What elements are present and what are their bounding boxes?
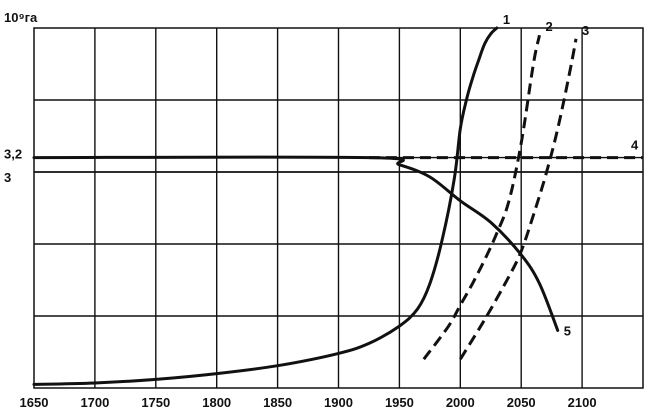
series-line-3 — [459, 38, 578, 360]
x-tick-label: 2100 — [568, 395, 597, 410]
series-label-2: 2 — [545, 19, 552, 34]
y-tick-label: 3,2 — [4, 147, 22, 162]
series-label-3: 3 — [582, 23, 589, 38]
y-tick-label: 3 — [4, 170, 11, 185]
series-label-5: 5 — [564, 323, 571, 338]
series-line-5 — [32, 155, 560, 332]
x-tick-label: 2050 — [507, 395, 536, 410]
series-label-4: 4 — [631, 138, 639, 153]
x-tick-label: 1900 — [324, 395, 353, 410]
x-tick-label: 2000 — [446, 395, 475, 410]
y-axis-label: 10⁹га — [4, 10, 38, 25]
x-tick-label: 1800 — [202, 395, 231, 410]
series-line-2 — [422, 34, 541, 361]
x-tick-label: 1750 — [141, 395, 170, 410]
series-lines — [32, 26, 643, 386]
x-tick-label: 1650 — [20, 395, 49, 410]
x-tick-label: 1700 — [80, 395, 109, 410]
labels: 1650 1700 1750 1800 1850 1900 1950 2000 2050 2100… — [4, 12, 639, 410]
x-tick-label: 1850 — [263, 395, 292, 410]
series-label-1: 1 — [503, 12, 510, 27]
x-tick-label: 1950 — [385, 395, 414, 410]
series-line-1 — [32, 26, 499, 386]
grid — [33, 27, 644, 389]
